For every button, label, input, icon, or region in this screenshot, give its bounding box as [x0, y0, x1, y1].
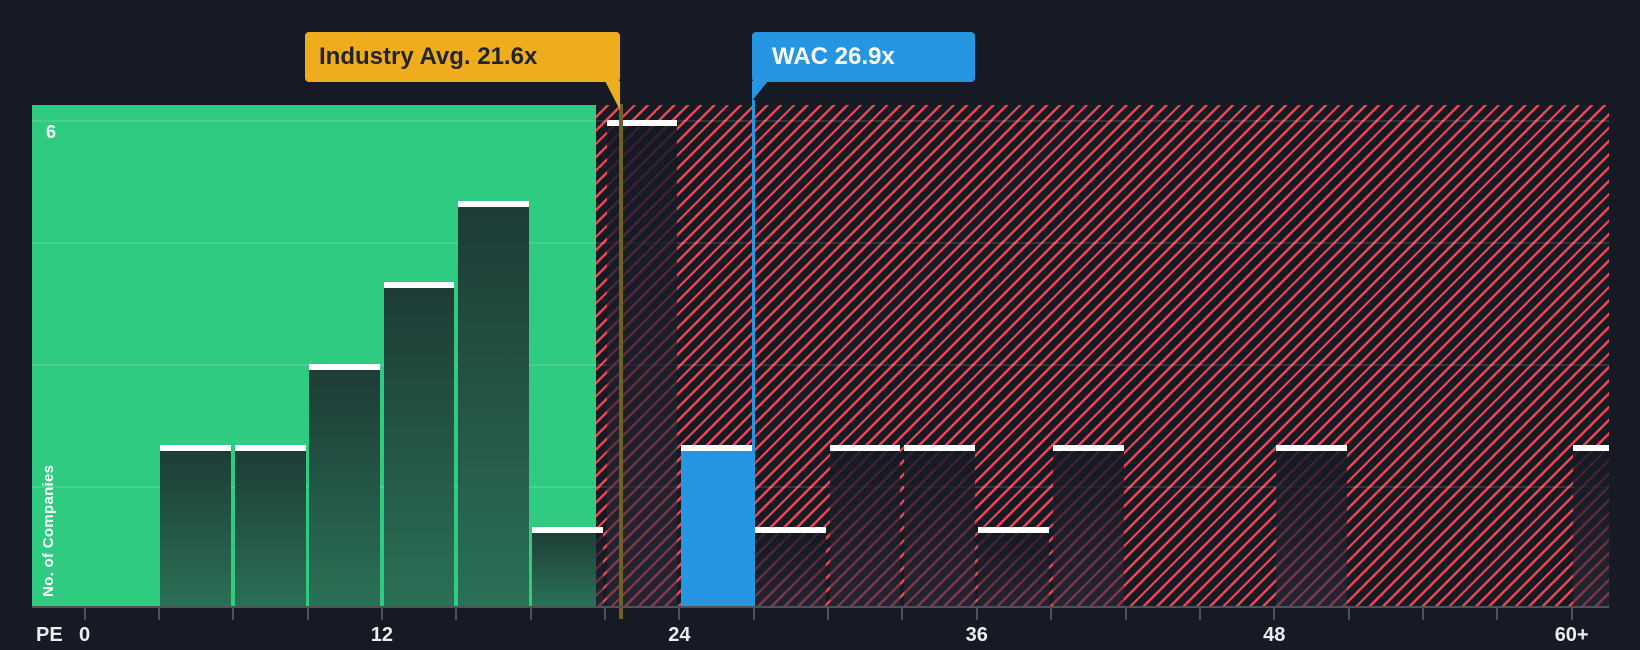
- histogram-bar[interactable]: [1573, 445, 1609, 608]
- histogram-bar[interactable]: [978, 526, 1050, 608]
- histogram-bar[interactable]: [680, 445, 752, 608]
- x-axis-tick: [1273, 608, 1276, 620]
- y-axis-max-label: 6: [46, 122, 57, 142]
- x-axis-tick: [604, 608, 606, 620]
- x-axis-label: 60+: [1554, 624, 1589, 646]
- histogram-bar[interactable]: [234, 445, 306, 608]
- gridline: [32, 485, 1609, 488]
- histogram-bar[interactable]: [755, 526, 827, 608]
- histogram-bar-cap: [532, 526, 603, 533]
- y-axis-title: No. of Companies: [40, 464, 57, 597]
- histogram-bar[interactable]: [309, 363, 380, 608]
- x-axis-tick: [975, 608, 978, 620]
- histogram-bar-cap: [383, 282, 455, 289]
- histogram-bar-cap: [904, 445, 975, 452]
- histogram-bar[interactable]: [1052, 445, 1124, 608]
- histogram-bar-cap: [309, 363, 380, 370]
- x-axis-tick: [1496, 608, 1499, 620]
- histogram-bar[interactable]: [829, 445, 901, 608]
- x-axis-tick: [1124, 608, 1127, 620]
- x-axis-label: 36: [965, 624, 988, 646]
- histogram-bar[interactable]: [532, 526, 596, 608]
- histogram-bar[interactable]: [606, 119, 678, 608]
- x-axis-tick: [678, 608, 681, 620]
- histogram-bar-cap: [1573, 445, 1609, 452]
- industry-average-callout: Industry Avg. 21.6x: [305, 32, 620, 82]
- histogram-bar[interactable]: [160, 445, 232, 608]
- industry-average-callout-label: Industry Avg. 21.6x: [319, 43, 538, 70]
- histogram-bar-cap: [457, 201, 529, 207]
- x-axis-tick: [529, 608, 532, 620]
- x-axis-tick: [827, 608, 830, 620]
- x-axis-tick: [1050, 608, 1053, 620]
- x-axis-tick: [380, 608, 383, 620]
- x-axis-line: [32, 606, 1609, 608]
- x-axis-label: 12: [370, 624, 394, 646]
- gridline: [32, 119, 1609, 122]
- x-axis-tick: [157, 608, 160, 620]
- histogram-bar[interactable]: [383, 282, 455, 608]
- histogram-bar[interactable]: [457, 201, 529, 608]
- histogram-bar-cap: [978, 526, 1050, 533]
- histogram-bar-cap: [829, 445, 901, 452]
- x-axis-tick: [1347, 608, 1350, 620]
- x-axis-title: PE: [36, 624, 63, 646]
- x-axis-tick: [1198, 608, 1201, 620]
- histogram-bar-cap: [234, 445, 306, 452]
- histogram-bar-cap: [680, 445, 752, 452]
- x-axis-tick: [1421, 608, 1424, 620]
- x-axis-label: 48: [1263, 624, 1286, 646]
- x-axis-tick: [232, 608, 235, 620]
- x-axis-tick: [901, 608, 904, 620]
- histogram-bar-cap: [755, 526, 827, 533]
- wac-callout: WAC 26.9x: [752, 32, 975, 82]
- wac-line: [752, 100, 755, 608]
- wac-callout-label: WAC 26.9x: [772, 43, 895, 70]
- x-axis-label: 24: [668, 624, 691, 646]
- industry-average-line: [619, 104, 623, 619]
- wac-callout-pointer-icon: [752, 81, 768, 101]
- x-axis-tick: [1570, 608, 1573, 620]
- histogram-bar-cap: [1275, 445, 1347, 452]
- histogram-bar[interactable]: [904, 445, 975, 608]
- histogram-bar-cap: [1052, 445, 1124, 452]
- histogram-bar[interactable]: [596, 526, 603, 608]
- x-axis-tick: [752, 608, 755, 620]
- histogram-bar-cap: [606, 119, 678, 126]
- gridline: [32, 363, 1609, 366]
- x-axis-tick: [455, 608, 458, 620]
- x-axis-tick: [83, 608, 86, 620]
- histogram-bar-cap: [160, 445, 232, 452]
- above-average-zone: [596, 105, 1609, 608]
- x-axis-label: 0: [78, 624, 91, 646]
- histogram-bar[interactable]: [1275, 445, 1347, 608]
- x-axis-tick: [306, 608, 309, 620]
- gridline: [32, 241, 1609, 244]
